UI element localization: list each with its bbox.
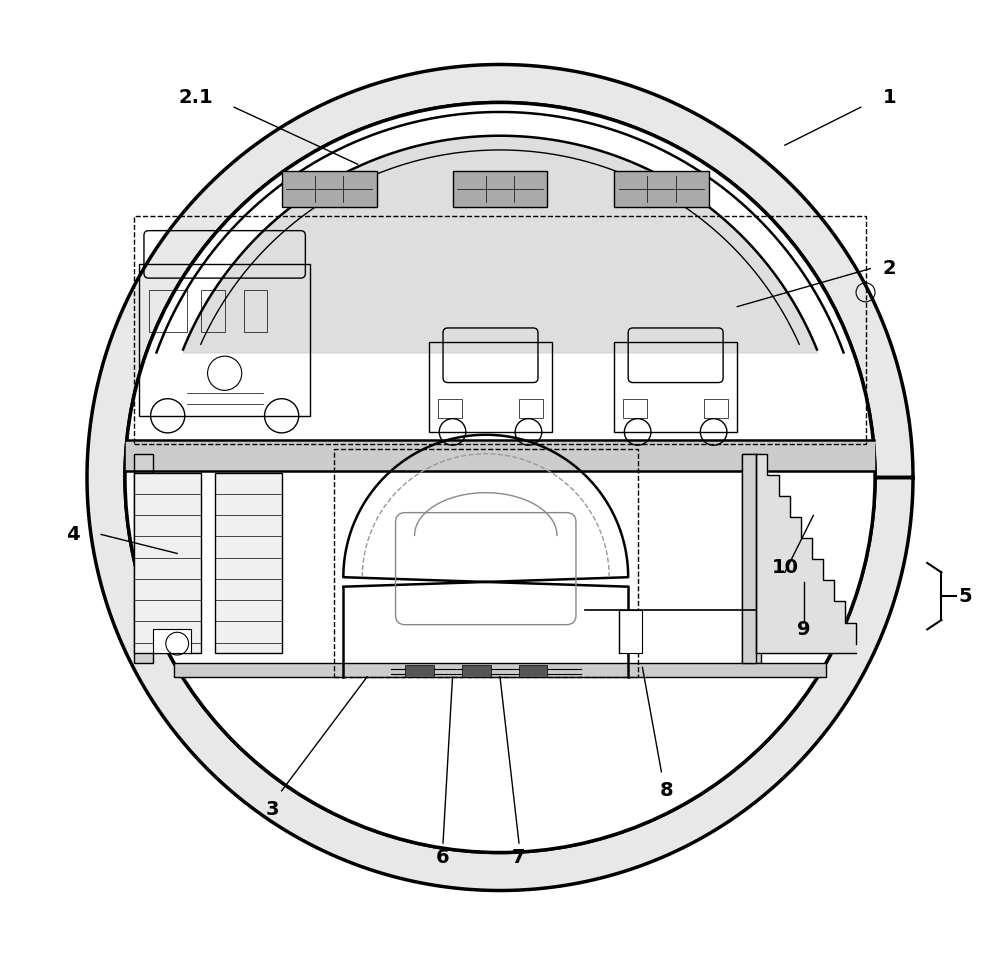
- Bar: [215, 473, 282, 653]
- Bar: [149, 289, 187, 332]
- Bar: [201, 289, 225, 332]
- Bar: [742, 454, 761, 663]
- Bar: [334, 449, 638, 677]
- Bar: [704, 399, 728, 418]
- Text: 2: 2: [882, 259, 896, 278]
- Bar: [139, 264, 310, 415]
- Text: 7: 7: [512, 848, 526, 867]
- Bar: [244, 289, 267, 332]
- Bar: [153, 629, 191, 653]
- FancyBboxPatch shape: [282, 171, 377, 207]
- Bar: [619, 610, 642, 653]
- Bar: [429, 342, 552, 432]
- Bar: [742, 454, 756, 663]
- Text: 3: 3: [265, 800, 279, 819]
- Bar: [519, 666, 547, 677]
- Text: 10: 10: [771, 558, 798, 577]
- Text: 1: 1: [882, 88, 896, 107]
- Bar: [438, 399, 462, 418]
- FancyBboxPatch shape: [614, 171, 709, 207]
- Text: 4: 4: [66, 525, 80, 544]
- Bar: [134, 473, 201, 653]
- Bar: [614, 342, 737, 432]
- Text: 9: 9: [797, 620, 811, 639]
- Bar: [134, 454, 153, 663]
- Polygon shape: [87, 65, 913, 890]
- Text: 2.1: 2.1: [179, 88, 213, 107]
- Bar: [462, 666, 491, 677]
- FancyBboxPatch shape: [453, 171, 547, 207]
- Text: 8: 8: [659, 781, 673, 800]
- Bar: [405, 666, 434, 677]
- Bar: [174, 663, 826, 677]
- Circle shape: [125, 102, 875, 853]
- Text: 5: 5: [958, 586, 972, 605]
- Bar: [519, 399, 543, 418]
- Bar: [623, 399, 647, 418]
- Text: 6: 6: [436, 848, 450, 867]
- Bar: [134, 217, 866, 444]
